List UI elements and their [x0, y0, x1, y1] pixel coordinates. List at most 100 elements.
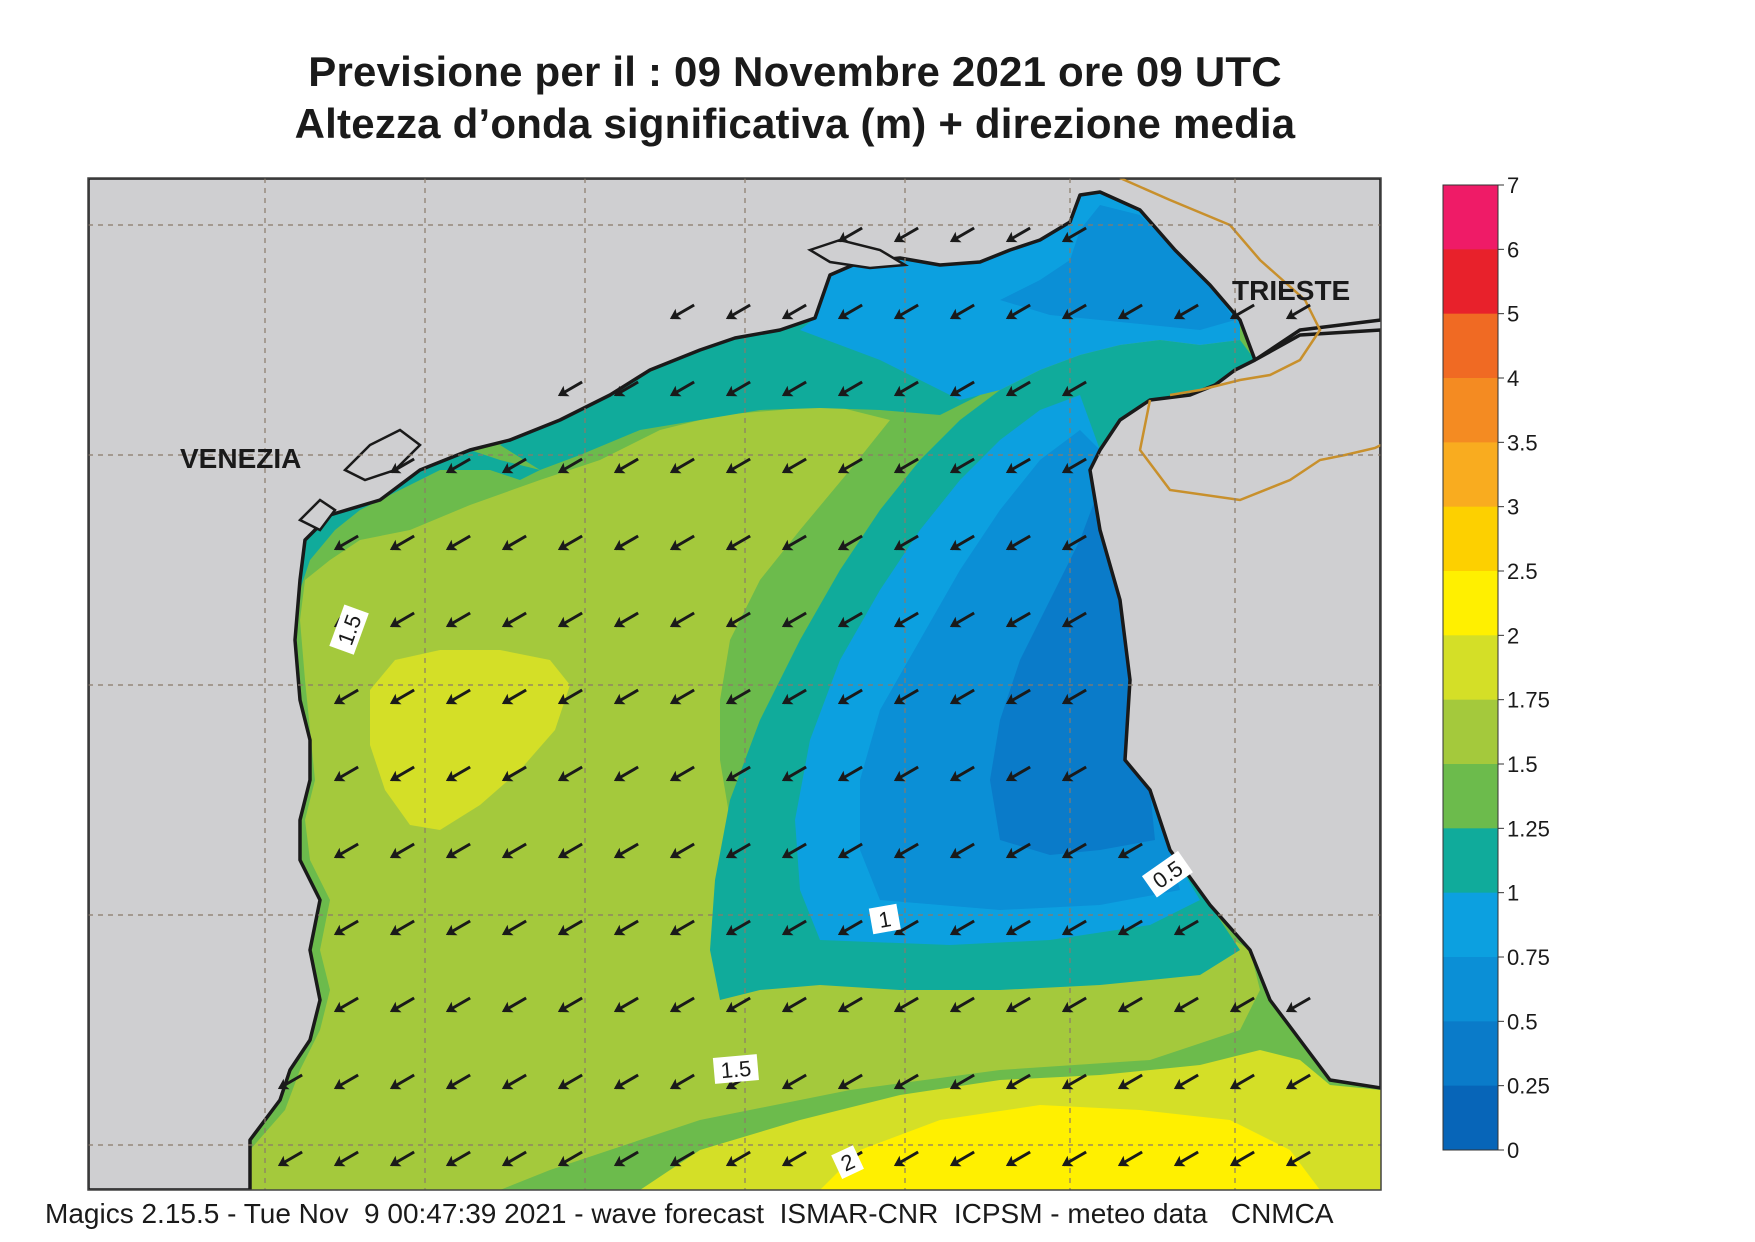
- wave-direction-arrow: [837, 226, 863, 243]
- wave-direction-arrow: [837, 842, 863, 859]
- forecast-title: Previsione per il : 09 Novembre 2021 ore…: [308, 48, 1282, 95]
- wave-direction-arrow: [893, 226, 919, 243]
- wave-direction-arrow: [725, 1150, 751, 1167]
- colorbar-tick-label: 5: [1507, 302, 1519, 327]
- wave-direction-arrow: [1005, 1150, 1031, 1167]
- wave-direction-arrow: [333, 688, 359, 705]
- wave-direction-arrow: [613, 534, 639, 551]
- wave-direction-arrow: [1285, 303, 1311, 320]
- wave-direction-arrow: [893, 688, 919, 705]
- wave-direction-arrow: [949, 996, 975, 1013]
- wave-direction-arrows: [277, 226, 1311, 1167]
- wave-direction-arrow: [725, 457, 751, 474]
- wave-direction-arrow: [613, 1150, 639, 1167]
- wave-direction-arrow: [445, 534, 471, 551]
- wave-direction-arrow: [1117, 303, 1143, 320]
- wave-direction-arrow: [837, 1073, 863, 1090]
- graticule: [88, 178, 1381, 1190]
- contour-label-1.5-south: 1.5: [720, 1056, 753, 1084]
- wave-direction-arrow: [949, 919, 975, 936]
- wave-direction-arrow: [389, 688, 415, 705]
- wave-direction-arrow: [725, 765, 751, 782]
- colorbar-tick-label: 0: [1507, 1138, 1519, 1163]
- colorbar-tick-label: 7: [1507, 173, 1519, 198]
- wave-direction-arrow: [389, 1073, 415, 1090]
- contour-label-1: 1: [877, 906, 893, 933]
- colorbar-bin: [1443, 249, 1498, 315]
- colorbar-bin: [1443, 185, 1498, 250]
- wave-direction-arrow: [1117, 996, 1143, 1013]
- wave-direction-arrow: [725, 303, 751, 320]
- wave-direction-arrow: [781, 688, 807, 705]
- wave-direction-arrow: [949, 380, 975, 397]
- wave-direction-arrow: [1061, 534, 1087, 551]
- colorbar-tick-label: 3: [1507, 495, 1519, 520]
- wave-direction-arrow: [893, 919, 919, 936]
- wave-direction-arrow: [1005, 842, 1031, 859]
- forecast-subtitle: Altezza d’onda significativa (m) + direz…: [294, 100, 1296, 147]
- wave-direction-arrow: [837, 303, 863, 320]
- wave-direction-arrow: [1061, 1150, 1087, 1167]
- wave-direction-arrow: [781, 457, 807, 474]
- wave-direction-arrow: [557, 457, 583, 474]
- colorbar-bin: [1443, 828, 1498, 894]
- wave-direction-arrow: [893, 842, 919, 859]
- colorbar: 7 6 5 4 3.5 3 2.5 2 1.75 1.5 1.25 1 0.75 0.5 0.25 0: [1442, 173, 1550, 1163]
- wave-direction-arrow: [613, 457, 639, 474]
- wave-direction-arrow: [1285, 1073, 1311, 1090]
- wave-direction-arrow: [837, 996, 863, 1013]
- wave-direction-arrow: [333, 1150, 359, 1167]
- wave-direction-arrow: [445, 765, 471, 782]
- wave-direction-arrow: [277, 1150, 303, 1167]
- wave-direction-arrow: [389, 996, 415, 1013]
- wave-direction-arrow: [501, 534, 527, 551]
- wave-direction-arrow: [837, 380, 863, 397]
- wave-direction-arrow: [557, 688, 583, 705]
- wave-direction-arrow: [333, 765, 359, 782]
- wave-direction-arrow: [445, 996, 471, 1013]
- wave-zone-2-2.5: [820, 1105, 1320, 1190]
- wave-direction-arrow: [389, 534, 415, 551]
- wave-direction-arrow: [1229, 303, 1255, 320]
- colorbar-tick-label: 1: [1507, 881, 1519, 906]
- wave-direction-arrow: [725, 611, 751, 628]
- wave-direction-arrow: [389, 765, 415, 782]
- wave-direction-arrow: [725, 919, 751, 936]
- wave-direction-arrow: [1061, 303, 1087, 320]
- wave-direction-arrow: [1005, 380, 1031, 397]
- wave-direction-arrow: [725, 534, 751, 551]
- wave-direction-arrow: [445, 611, 471, 628]
- colorbar-tick-label: 2: [1507, 623, 1519, 648]
- wave-direction-arrow: [725, 380, 751, 397]
- colorbar-bin: [1443, 635, 1498, 701]
- wave-direction-arrow: [893, 1150, 919, 1167]
- wave-direction-arrow: [501, 842, 527, 859]
- wave-direction-arrow: [389, 1150, 415, 1167]
- wave-direction-arrow: [1173, 1073, 1199, 1090]
- wave-direction-arrow: [781, 611, 807, 628]
- wave-direction-arrow: [445, 919, 471, 936]
- wave-direction-arrow: [669, 919, 695, 936]
- national-border: [1119, 178, 1381, 502]
- wave-direction-arrow: [669, 303, 695, 320]
- wave-direction-arrow: [1229, 996, 1255, 1013]
- wave-direction-arrow: [669, 996, 695, 1013]
- colorbar-bin: [1443, 1021, 1498, 1087]
- colorbar-bin: [1443, 571, 1498, 636]
- wave-direction-arrow: [445, 457, 471, 474]
- wave-direction-arrow: [1285, 1150, 1311, 1167]
- wave-direction-arrow: [501, 919, 527, 936]
- colorbar-bin: [1443, 313, 1498, 379]
- wave-direction-arrow: [445, 688, 471, 705]
- wave-direction-arrow: [669, 534, 695, 551]
- wave-direction-arrow: [613, 996, 639, 1013]
- colorbar-bin: [1443, 764, 1498, 829]
- wave-direction-arrow: [333, 534, 359, 551]
- wave-direction-arrow: [781, 1150, 807, 1167]
- wave-direction-arrow: [1173, 919, 1199, 936]
- colorbar-tick-label: 1.25: [1507, 816, 1550, 841]
- wave-direction-arrow: [1061, 380, 1087, 397]
- wave-direction-arrow: [837, 534, 863, 551]
- wave-direction-arrow: [669, 688, 695, 705]
- wave-direction-arrow: [501, 1150, 527, 1167]
